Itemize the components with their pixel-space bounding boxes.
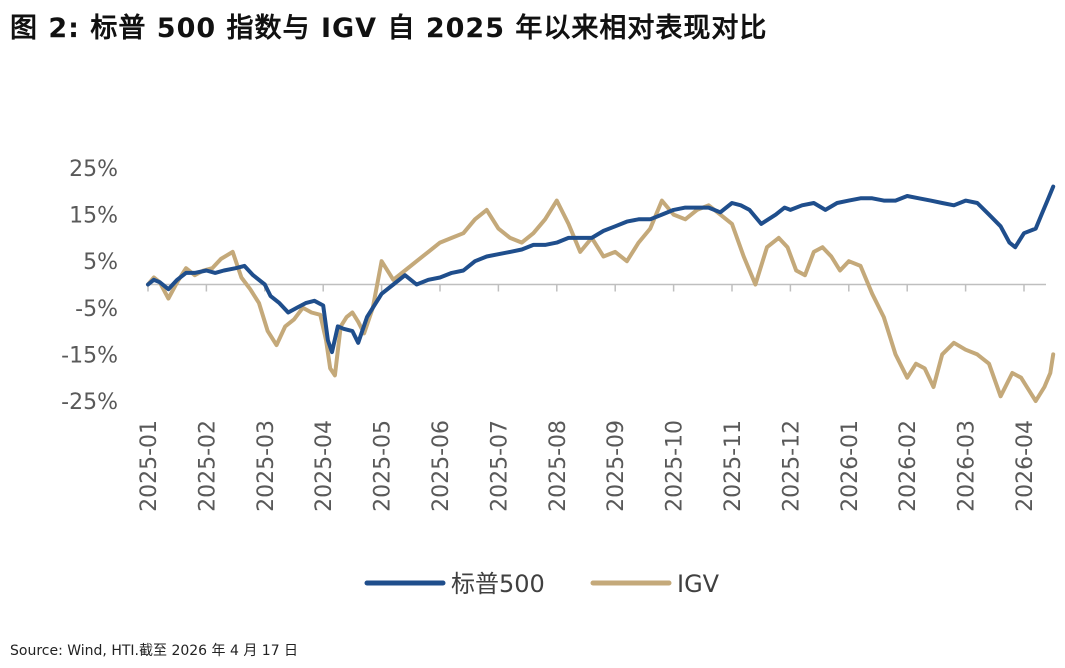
y-axis-ticks: 25% 15% 5% -5% -15% -25% bbox=[61, 157, 118, 415]
x-tick-label: 2025-05 bbox=[371, 420, 396, 512]
x-tick-label: 2026-02 bbox=[896, 420, 921, 512]
legend-label: IGV bbox=[677, 570, 720, 598]
x-tick-label: 2025-07 bbox=[487, 420, 512, 512]
x-tick-label: 2025-11 bbox=[721, 420, 746, 512]
x-tick-label: 2025-03 bbox=[254, 420, 279, 512]
x-tick-label: 2025-06 bbox=[429, 420, 454, 512]
x-tick-label: 2025-08 bbox=[546, 420, 571, 512]
y-tick-label: -25% bbox=[61, 390, 118, 415]
y-tick-label: 5% bbox=[83, 250, 118, 275]
x-tick-label: 2025-01 bbox=[137, 420, 162, 512]
x-tick-label: 2025-09 bbox=[604, 420, 629, 512]
x-tick-label: 2026-04 bbox=[1013, 420, 1038, 512]
y-tick-label: 15% bbox=[69, 204, 118, 229]
y-tick-label: -5% bbox=[75, 297, 118, 322]
x-tick-label: 2025-12 bbox=[779, 420, 804, 512]
legend: 标普500 IGV bbox=[364, 570, 720, 598]
x-axis-ticks: 2025-01 2025-02 2025-03 2025-04 2025-05 2025-… bbox=[137, 284, 1038, 512]
legend-label: 标普500 bbox=[451, 570, 545, 598]
x-tick-label: 2026-03 bbox=[955, 420, 980, 512]
x-tick-label: 2025-02 bbox=[195, 420, 220, 512]
source-note: Source: Wind, HTI.截至 2026 年 4 月 17 日 bbox=[10, 643, 299, 659]
x-tick-label: 2025-10 bbox=[663, 420, 688, 512]
line-chart: 25%15%5%-5%-15%-25% 2025-01 2025-02 2025-0… bbox=[61, 157, 1056, 598]
series-lines bbox=[146, 184, 1056, 403]
y-tick-label: 25% bbox=[69, 157, 118, 182]
series-line-sp500 bbox=[146, 184, 1056, 355]
y-tick-label: -15% bbox=[61, 343, 118, 368]
x-tick-label: 2026-01 bbox=[838, 420, 863, 512]
figure-title: 图 2: 标普 500 指数与 IGV 自 2025 年以来相对表现对比 bbox=[10, 13, 768, 44]
x-tick-label: 2025-04 bbox=[312, 420, 337, 512]
